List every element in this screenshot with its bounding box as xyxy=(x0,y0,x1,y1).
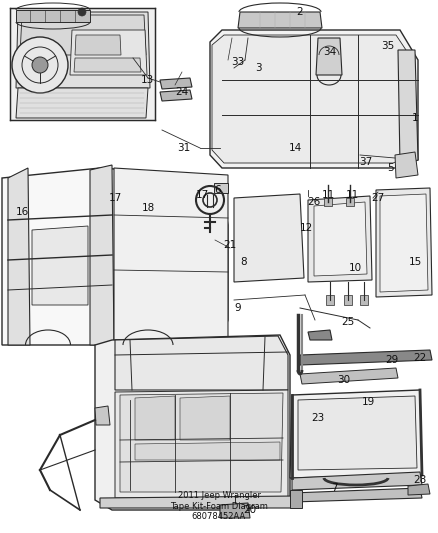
Polygon shape xyxy=(16,10,90,22)
Bar xyxy=(360,295,368,305)
Text: 22: 22 xyxy=(413,353,427,363)
Polygon shape xyxy=(300,350,432,365)
Text: 20: 20 xyxy=(244,505,257,515)
Polygon shape xyxy=(16,88,148,118)
Text: 37: 37 xyxy=(359,157,373,167)
Polygon shape xyxy=(95,406,110,425)
Text: 9: 9 xyxy=(235,303,241,313)
Text: 27: 27 xyxy=(371,193,385,203)
Polygon shape xyxy=(74,58,141,72)
Polygon shape xyxy=(160,78,192,89)
Text: 11: 11 xyxy=(321,190,335,200)
Polygon shape xyxy=(408,484,430,495)
Text: 3: 3 xyxy=(254,63,261,73)
Text: 30: 30 xyxy=(337,375,350,385)
Text: 8: 8 xyxy=(241,257,247,267)
Text: 7: 7 xyxy=(331,483,337,493)
Text: 10: 10 xyxy=(349,263,361,273)
Polygon shape xyxy=(180,396,230,440)
Text: 15: 15 xyxy=(408,257,422,267)
Text: 18: 18 xyxy=(141,203,155,213)
Text: 1: 1 xyxy=(412,113,418,123)
Polygon shape xyxy=(290,490,302,508)
Polygon shape xyxy=(114,168,228,345)
Text: 35: 35 xyxy=(381,41,395,51)
Text: 2: 2 xyxy=(297,7,303,17)
Text: 12: 12 xyxy=(300,223,313,233)
Text: 13: 13 xyxy=(140,75,154,85)
Text: 23: 23 xyxy=(311,413,325,423)
Polygon shape xyxy=(210,30,418,168)
Circle shape xyxy=(78,8,86,16)
Text: 2011 Jeep Wrangler
Tape Kit-Foam Diagram
68078452AA: 2011 Jeep Wrangler Tape Kit-Foam Diagram… xyxy=(170,491,268,521)
Text: 26: 26 xyxy=(307,197,321,207)
Polygon shape xyxy=(160,90,192,101)
Polygon shape xyxy=(398,50,418,165)
Bar xyxy=(346,198,354,206)
Text: 11: 11 xyxy=(346,190,359,200)
Polygon shape xyxy=(212,35,414,163)
Text: 34: 34 xyxy=(323,47,337,57)
Polygon shape xyxy=(115,336,288,390)
Bar xyxy=(214,183,228,193)
Text: 17: 17 xyxy=(195,190,208,200)
Text: 31: 31 xyxy=(177,143,191,153)
Polygon shape xyxy=(32,226,88,305)
Polygon shape xyxy=(314,202,367,276)
Polygon shape xyxy=(115,390,288,498)
Polygon shape xyxy=(20,15,146,55)
Text: 33: 33 xyxy=(231,57,245,67)
Text: 17: 17 xyxy=(108,193,122,203)
Text: 6: 6 xyxy=(215,185,221,195)
Text: 29: 29 xyxy=(385,355,399,365)
Text: 25: 25 xyxy=(341,317,355,327)
Polygon shape xyxy=(298,396,417,470)
Polygon shape xyxy=(220,503,250,518)
Polygon shape xyxy=(316,38,342,75)
Polygon shape xyxy=(376,188,432,297)
Circle shape xyxy=(32,57,48,73)
Text: 19: 19 xyxy=(361,397,374,407)
Polygon shape xyxy=(75,35,121,55)
Polygon shape xyxy=(380,194,428,292)
Text: 28: 28 xyxy=(413,475,427,485)
Polygon shape xyxy=(308,330,332,340)
Polygon shape xyxy=(234,194,304,282)
Text: 5: 5 xyxy=(387,163,393,173)
Bar xyxy=(326,295,334,305)
Bar xyxy=(324,198,332,206)
Text: 16: 16 xyxy=(15,207,28,217)
Polygon shape xyxy=(70,30,147,75)
Polygon shape xyxy=(2,168,228,345)
Polygon shape xyxy=(135,396,175,440)
Circle shape xyxy=(12,37,68,93)
Polygon shape xyxy=(16,12,150,88)
Polygon shape xyxy=(292,472,422,490)
Polygon shape xyxy=(95,335,290,510)
Polygon shape xyxy=(308,196,372,282)
Text: 21: 21 xyxy=(223,240,237,250)
Polygon shape xyxy=(300,368,398,384)
Polygon shape xyxy=(238,12,322,28)
Polygon shape xyxy=(100,496,295,508)
Polygon shape xyxy=(120,393,283,492)
Polygon shape xyxy=(10,8,155,120)
Polygon shape xyxy=(90,165,114,345)
Text: 14: 14 xyxy=(288,143,302,153)
Polygon shape xyxy=(290,390,422,478)
Polygon shape xyxy=(292,488,422,502)
Bar xyxy=(344,295,352,305)
Polygon shape xyxy=(8,168,30,345)
Polygon shape xyxy=(395,152,418,178)
Polygon shape xyxy=(135,442,280,460)
Text: 24: 24 xyxy=(175,87,189,97)
